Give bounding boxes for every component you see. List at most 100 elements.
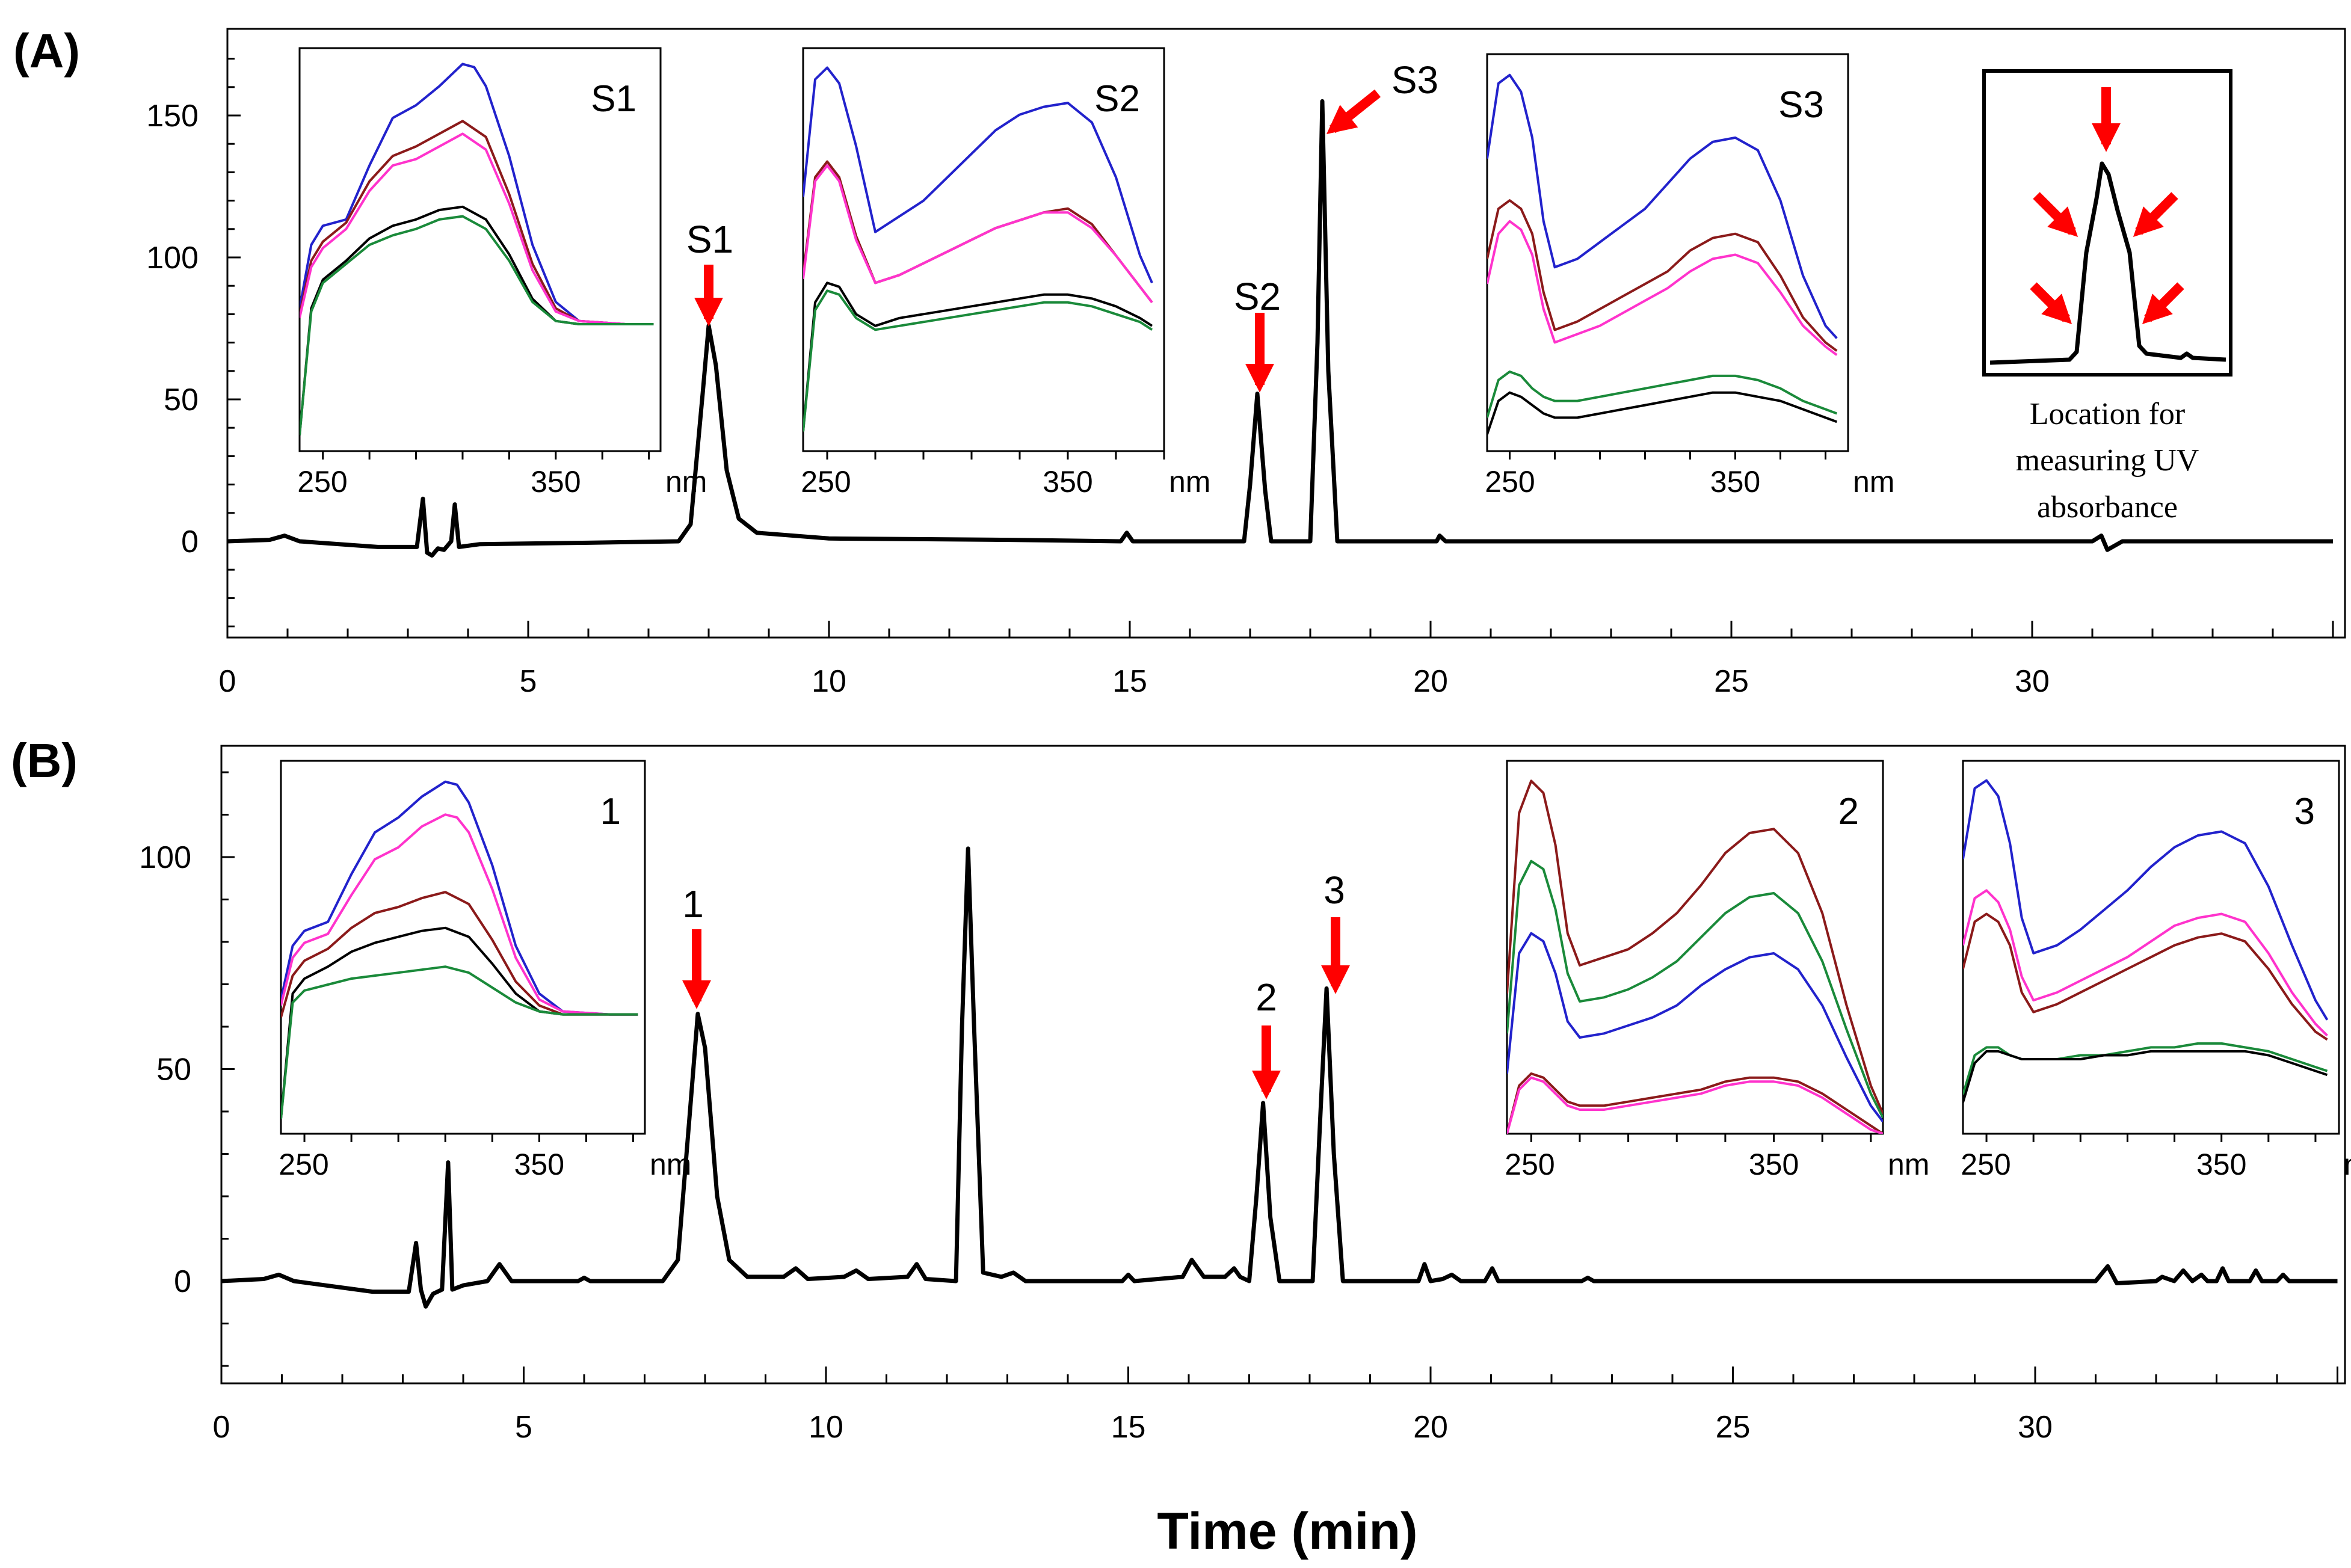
inset-spectrum-line — [1507, 779, 1883, 1115]
inset-1: 1 250 350 nm — [279, 760, 691, 1181]
x-tick-label: 25 — [1716, 1410, 1751, 1445]
x-tick-label: 0 — [213, 1410, 230, 1445]
inset-tick-label: 350 — [2196, 1148, 2246, 1181]
inset-title: 3 — [2294, 791, 2315, 832]
x-tick-label: 20 — [1413, 1410, 1448, 1445]
panel-b-y-axis: 0 50 100 — [139, 771, 235, 1367]
peak-label-2: 2 — [1256, 976, 1277, 1019]
location-arrow-upper-right — [2133, 192, 2178, 238]
panel-b-insets: 1 250 350 nm 2 250 350 nm 3 250 350 nm — [279, 760, 2351, 1181]
inset-tick-label: nm — [665, 465, 707, 499]
inset-tick-label: 250 — [1485, 465, 1535, 499]
panel-a-peak-labels: S1 S2 S3 — [686, 58, 1438, 393]
inset-spectrum-line — [1963, 1050, 2328, 1103]
inset-3: 3 250 350 nm — [1961, 760, 2351, 1181]
inset-title: S3 — [1778, 84, 1824, 126]
y-tick-label: 100 — [146, 241, 199, 275]
inset-tick-label: 250 — [1505, 1148, 1554, 1181]
x-tick-label: 10 — [812, 664, 846, 699]
y-tick-label: 50 — [164, 383, 199, 417]
inset-tick-label: 250 — [279, 1148, 328, 1181]
inset-tick-label: nm — [1888, 1148, 1929, 1181]
y-tick-label: 50 — [156, 1053, 191, 1087]
panel-a-insets: S1 250 350 nm S2 250 350 nm S3 250 350 nm — [297, 47, 1894, 499]
inset-spectrum-line — [1963, 889, 2328, 1037]
inset-spectrum-line — [281, 891, 638, 1018]
inset-S2: S2 250 350 nm — [801, 47, 1210, 499]
inset-spectrum-line — [300, 132, 654, 325]
inset-spectrum-line — [803, 160, 1153, 304]
x-tick-label: 30 — [2018, 1410, 2053, 1445]
inset-tick-label: nm — [2344, 1148, 2351, 1181]
x-tick-label: 15 — [1112, 664, 1147, 699]
inset-spectrum-line — [1487, 220, 1838, 356]
panel-a-y-axis: 0 50 100 150 — [146, 58, 241, 628]
inset-tick-label: 350 — [514, 1148, 564, 1181]
inset-frame — [1506, 760, 1884, 1135]
inset-tick-label: 350 — [1710, 465, 1760, 499]
panel-b-peak-labels: 1 2 3 — [682, 869, 1350, 1099]
inset-frame — [1486, 53, 1849, 452]
x-tick-label: 20 — [1413, 664, 1448, 699]
panel-b: (B) 0 50 100 0 5 10 15 20 25 30 1 2 3 1 250 350 nm 2 25… — [11, 734, 2351, 1560]
inset-S1: S1 250 350 nm — [297, 47, 707, 499]
x-tick-label: 5 — [515, 1410, 532, 1445]
panel-a-chromatogram-line — [227, 99, 2333, 558]
inset-spectrum-line — [1963, 779, 2329, 1021]
y-tick-label: 100 — [139, 840, 191, 875]
x-tick-label: 25 — [1714, 664, 1749, 699]
inset-spectrum-line — [300, 63, 654, 325]
inset-frame — [1962, 760, 2340, 1135]
inset-tick-label: 250 — [801, 465, 851, 499]
x-axis-title: Time (min) — [1157, 1502, 1417, 1560]
inset-tick-label: 250 — [297, 465, 347, 499]
inset-title: 1 — [600, 791, 621, 832]
panel-b-frame — [220, 745, 2346, 1385]
peak-label-S2: S2 — [1234, 275, 1281, 318]
inset-tick-label: nm — [1169, 465, 1210, 499]
inset-spectrum-line — [1507, 859, 1883, 1119]
location-arrow-lower-right — [2142, 282, 2184, 325]
inset-spectrum-line — [300, 205, 654, 435]
panel-b-label: (B) — [11, 734, 78, 787]
inset-spectrum-line — [803, 281, 1153, 432]
inset-title: S2 — [1094, 78, 1140, 120]
inset-tick-label: 250 — [1961, 1148, 2011, 1181]
inset-tick-label: 350 — [531, 465, 581, 499]
x-tick-label: 5 — [520, 664, 537, 699]
inset-2: 2 250 350 nm — [1505, 760, 1929, 1181]
inset-spectrum-line — [1487, 199, 1838, 352]
x-tick-label: 15 — [1111, 1410, 1146, 1445]
inset-frame — [298, 47, 662, 452]
peak-arrow-S3 — [1326, 89, 1381, 134]
inset-spectrum-line — [1507, 932, 1883, 1123]
inset-spectrum-line — [281, 813, 638, 1016]
location-arrow-lower-left — [2030, 282, 2072, 325]
y-tick-label: 150 — [146, 99, 199, 134]
inset-spectrum-line — [1507, 1072, 1883, 1134]
peak-label-1: 1 — [682, 882, 704, 926]
inset-tick-label: 350 — [1043, 465, 1092, 499]
location-inset-peak-line — [1989, 161, 2226, 365]
inset-spectrum-line — [1963, 912, 2328, 1041]
x-tick-label: 30 — [2015, 664, 2050, 699]
inset-tick-label: nm — [650, 1148, 691, 1181]
inset-spectrum-line — [1487, 391, 1837, 435]
inset-title: 2 — [1838, 791, 1859, 832]
peak-label-S1: S1 — [686, 218, 733, 261]
inset-spectrum-line — [1963, 1042, 2328, 1095]
panel-a: (A) 0 50 100 150 0 5 10 15 20 25 30 S1 S2 S3 S1 250 3… — [13, 24, 2346, 699]
inset-spectrum-line — [1487, 73, 1838, 339]
inset-spectrum-line — [803, 289, 1153, 432]
location-inset-frame — [1982, 69, 2232, 377]
inset-frame — [280, 760, 646, 1135]
x-tick-label: 10 — [809, 1410, 843, 1445]
inset-title: S1 — [591, 78, 636, 120]
peak-label-3: 3 — [1323, 869, 1345, 912]
inset-spectrum-line — [1507, 1076, 1883, 1134]
panel-a-label: (A) — [13, 24, 80, 78]
location-caption-line-2: measuring UV — [2016, 443, 2199, 478]
inset-spectrum-line — [281, 965, 638, 1119]
inset-tick-label: nm — [1853, 465, 1894, 499]
